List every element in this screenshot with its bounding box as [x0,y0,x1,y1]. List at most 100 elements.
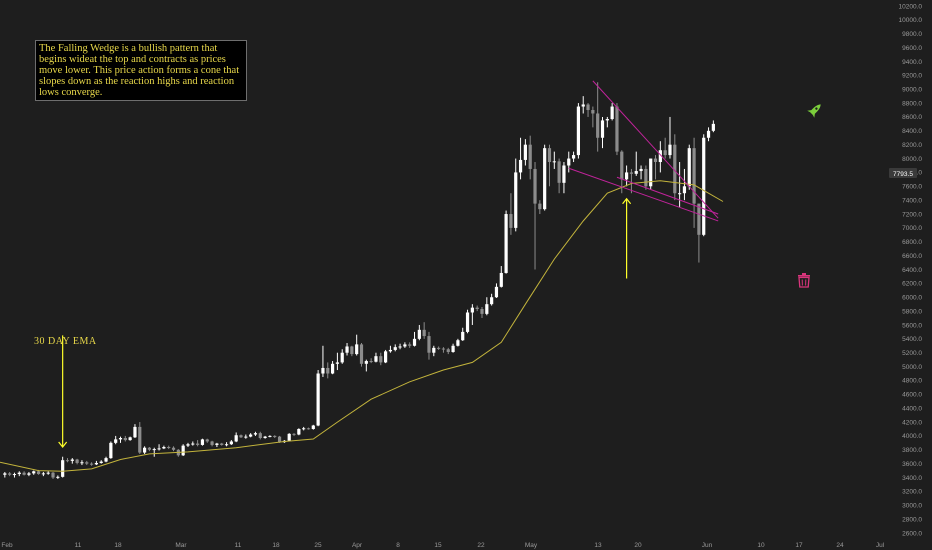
candle-body [547,148,552,163]
y-tick-label: 3200.0 [902,489,922,496]
candle-body [514,172,518,228]
candle [461,327,465,341]
candle-body [32,471,36,474]
candle [152,447,156,457]
candle [653,155,658,180]
candle-body [104,458,108,462]
rocket-icon[interactable] [807,101,824,118]
candle-body [171,447,176,450]
candle [692,137,696,228]
candle [3,471,7,478]
candle-body [417,329,421,339]
candle [181,444,185,457]
y-tick-label: 4400.0 [902,405,922,412]
candle [239,434,243,439]
candle-body [504,214,508,273]
candle-body [133,426,137,438]
x-tick-label: 18 [272,542,280,549]
x-tick-label: 10 [757,542,765,549]
candle [490,293,494,306]
current-price-tag: 7793.5 [889,168,917,178]
candle [321,345,325,377]
candle [138,422,142,454]
candle [514,158,518,232]
candle [123,435,127,442]
candle [571,151,576,163]
candle [273,435,277,439]
candle-body [634,171,638,174]
y-tick-label: 8200.0 [902,142,922,149]
candle-body [432,347,436,353]
candle-body [557,161,561,183]
candle [658,141,662,173]
candle-body [364,361,368,364]
wedge-inner-line[interactable] [616,176,719,215]
candle [673,134,677,201]
candle [65,458,70,463]
y-tick-label: 10000.0 [899,17,923,24]
candle [263,435,267,439]
candle [528,135,532,180]
candle-body [403,344,407,347]
arrow-1[interactable] [58,335,68,448]
candle-body [605,119,609,121]
candle-body [70,459,74,461]
candle [287,433,291,442]
wedge-lower-line[interactable] [568,167,719,222]
candle-body [523,144,527,160]
candle-body [61,460,65,477]
current-price-label: 7793.5 [893,171,913,178]
candle [388,345,393,353]
x-tick-label: 20 [634,542,642,549]
candle-body [658,150,662,163]
candle [268,435,272,438]
candle-body [128,437,132,441]
candle-body [422,329,426,337]
candle [350,345,354,357]
candle-body [571,155,576,159]
candle-body [615,106,619,152]
y-tick-label: 8400.0 [902,128,922,135]
arrow-2[interactable] [622,197,632,279]
candle-body [321,367,325,374]
candle [451,343,455,353]
ema-label[interactable]: 30 DAY EMA [34,336,97,347]
trash-icon[interactable] [798,273,810,288]
candle [75,458,79,465]
candle [41,471,45,477]
candle [99,460,103,464]
candle [56,475,60,479]
candle [167,445,171,450]
candle-body [408,344,412,346]
candle [128,436,132,441]
falling-wedge-lines[interactable] [568,80,719,222]
candle [326,362,330,379]
candle-body [682,186,687,194]
candle [114,435,118,445]
annotation-arrows[interactable] [58,197,632,448]
falling-wedge-note[interactable]: The Falling Wedge is a bullish pattern t… [35,40,247,101]
candle-body [533,168,537,204]
candle-body [258,433,262,439]
y-tick-label: 6600.0 [902,253,922,260]
candle-body [27,473,31,475]
candle [668,116,672,159]
candle [480,306,484,319]
candle-body [316,373,320,426]
candle [475,305,479,312]
x-axis: Feb 11 18 Mar 11 18 25 Apr 8 15 22 May 13 20 Jun 10 17 24… [1,542,884,549]
candle-body [239,435,243,438]
wedge-upper-line[interactable] [592,80,719,219]
candle-body [586,104,590,111]
x-tick-label: 18 [114,542,122,549]
candle-body [596,113,600,138]
candle [605,116,609,128]
y-tick-label: 3800.0 [902,447,922,454]
candle-body [46,472,50,474]
y-tick-label: 5000.0 [902,364,922,371]
candle [249,433,253,438]
candle-body [692,148,696,204]
candle [302,426,306,431]
candle [70,458,74,464]
